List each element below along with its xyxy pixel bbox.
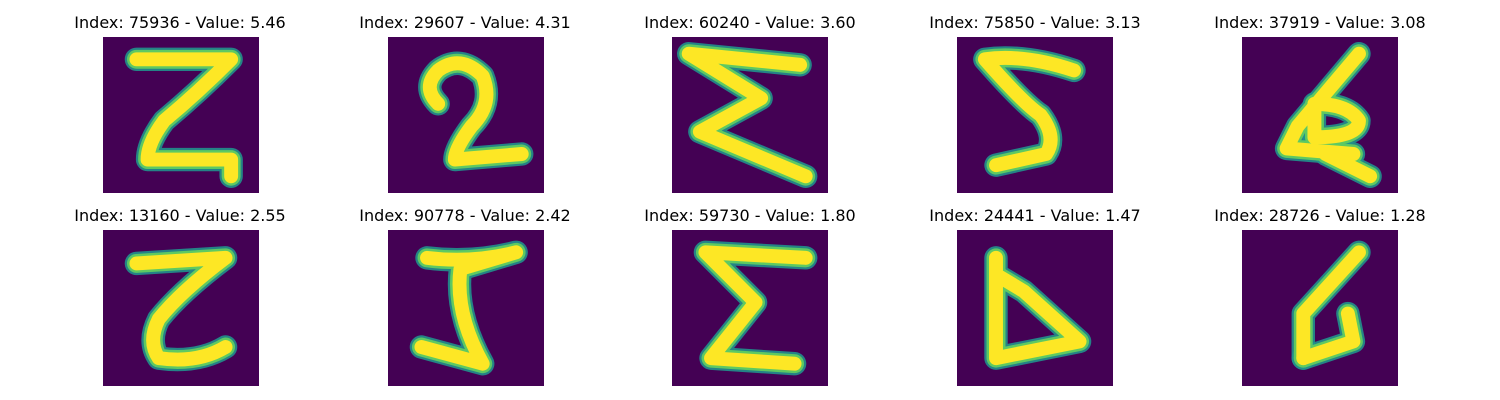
panel-title: Index: 90778 - Value: 2.42	[359, 206, 571, 225]
panel-title: Index: 60240 - Value: 3.60	[644, 13, 856, 32]
digit-image	[1242, 230, 1398, 386]
digit-image	[1242, 37, 1398, 193]
digit-stroke	[414, 245, 524, 371]
panel-title: Index: 24441 - Value: 1.47	[929, 206, 1141, 225]
digit-stroke	[1307, 96, 1366, 145]
digit-image	[388, 37, 544, 193]
panel-title: Index: 13160 - Value: 2.55	[74, 206, 286, 225]
panel-title: Index: 59730 - Value: 1.80	[644, 206, 856, 225]
digit-stroke	[129, 250, 233, 367]
digit-image	[957, 230, 1113, 386]
digit-stroke	[681, 46, 813, 184]
digit-stroke	[977, 50, 1081, 173]
digit-image	[103, 230, 259, 386]
digit-image	[672, 37, 828, 193]
digit-stroke	[422, 56, 529, 167]
digit-stroke	[698, 245, 813, 371]
digit-image	[957, 37, 1113, 193]
panel-title: Index: 28726 - Value: 1.28	[1214, 206, 1426, 225]
digit-stroke	[1318, 147, 1378, 184]
digit-stroke	[1296, 245, 1366, 366]
panel-title: Index: 75936 - Value: 5.46	[74, 13, 286, 32]
digit-image	[388, 230, 544, 386]
panel-title: Index: 75850 - Value: 3.13	[929, 13, 1141, 32]
panel-title: Index: 37919 - Value: 3.08	[1214, 13, 1426, 32]
digit-image	[103, 37, 259, 193]
digit-stroke	[989, 250, 1087, 366]
digit-stroke	[1296, 306, 1361, 366]
panel-title: Index: 29607 - Value: 4.31	[359, 13, 571, 32]
digit-stroke	[129, 52, 239, 184]
digit-image	[672, 230, 828, 386]
